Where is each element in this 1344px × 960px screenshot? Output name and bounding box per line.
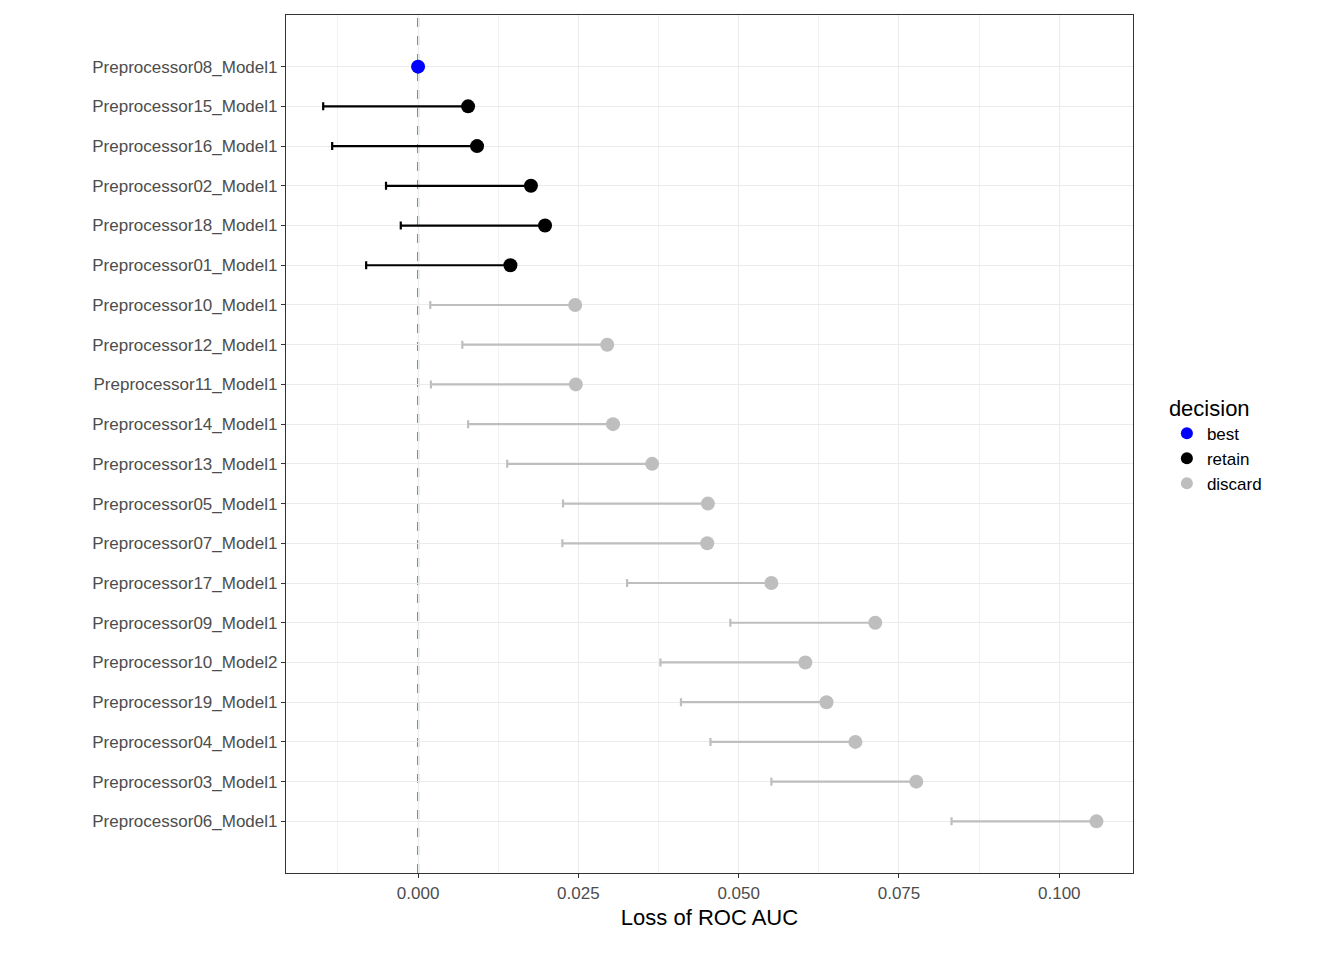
svg-text:0.025: 0.025	[557, 884, 600, 903]
svg-text:0.100: 0.100	[1038, 884, 1081, 903]
svg-text:Preprocessor05_Model1: Preprocessor05_Model1	[92, 495, 277, 514]
svg-text:best: best	[1207, 425, 1239, 444]
svg-text:Preprocessor11_Model1: Preprocessor11_Model1	[94, 375, 278, 394]
svg-text:Preprocessor18_Model1: Preprocessor18_Model1	[92, 216, 277, 235]
svg-text:Preprocessor09_Model1: Preprocessor09_Model1	[92, 614, 277, 633]
svg-text:Loss of ROC AUC: Loss of ROC AUC	[621, 905, 798, 930]
svg-text:Preprocessor17_Model1: Preprocessor17_Model1	[92, 574, 277, 593]
svg-text:Preprocessor16_Model1: Preprocessor16_Model1	[92, 137, 277, 156]
svg-text:Preprocessor04_Model1: Preprocessor04_Model1	[92, 733, 277, 752]
svg-text:Preprocessor14_Model1: Preprocessor14_Model1	[92, 415, 277, 434]
svg-text:Preprocessor12_Model1: Preprocessor12_Model1	[92, 336, 277, 355]
svg-text:discard: discard	[1207, 475, 1262, 494]
svg-text:retain: retain	[1207, 450, 1250, 469]
svg-text:Preprocessor15_Model1: Preprocessor15_Model1	[92, 97, 277, 116]
svg-text:Preprocessor06_Model1: Preprocessor06_Model1	[92, 812, 277, 831]
svg-text:Preprocessor13_Model1: Preprocessor13_Model1	[92, 455, 277, 474]
svg-text:0.050: 0.050	[717, 884, 760, 903]
svg-text:Preprocessor02_Model1: Preprocessor02_Model1	[92, 177, 277, 196]
svg-text:0.075: 0.075	[878, 884, 921, 903]
svg-text:Preprocessor10_Model2: Preprocessor10_Model2	[92, 653, 277, 672]
svg-text:decision: decision	[1169, 396, 1250, 421]
svg-text:Preprocessor08_Model1: Preprocessor08_Model1	[92, 58, 277, 77]
svg-text:Preprocessor03_Model1: Preprocessor03_Model1	[92, 773, 277, 792]
svg-text:0.000: 0.000	[397, 884, 440, 903]
svg-text:Preprocessor07_Model1: Preprocessor07_Model1	[92, 534, 277, 553]
svg-text:Preprocessor19_Model1: Preprocessor19_Model1	[92, 693, 277, 712]
svg-text:Preprocessor10_Model1: Preprocessor10_Model1	[92, 296, 277, 315]
svg-text:Preprocessor01_Model1: Preprocessor01_Model1	[92, 256, 277, 275]
